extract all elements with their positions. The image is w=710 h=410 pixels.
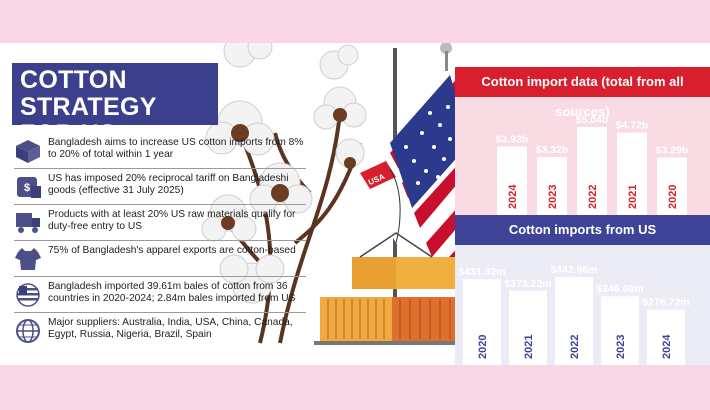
bar [617,132,647,215]
bar [577,127,607,215]
chart-us-imports-svg: $431.92m 2020 $373.22m 2021 $442.96m 2022 $346… [458,264,690,365]
category-label: 2022 [569,335,581,359]
chart-total-imports: Cotton import data (total from all sourc… [455,67,710,217]
cotton-bolls-icon [201,43,367,304]
usa-tag-icon: USA [360,161,401,244]
bar [657,157,687,215]
fact-item: $ US has imposed 20% reciprocal tariff o… [14,169,306,205]
facts-list: Bangladesh aims to increase US cotton im… [14,133,306,348]
fact-item: Bangladesh imported 39.61m bales of cott… [14,277,306,313]
shirt-icon [15,248,41,270]
category-label: 2021 [627,185,639,209]
fact-item: Major suppliers: Australia, India, USA, … [14,313,306,348]
value-label: $3.93b [496,133,529,145]
bar [497,146,527,215]
category-label: 2021 [523,335,535,359]
value-label: $431.92m [458,266,505,278]
fact-text: Products with at least 20% US raw materi… [48,209,296,233]
bar [463,279,501,365]
tariff-tag-icon: $ [17,177,41,198]
fact-text: 75% of Bangladesh's apparel exports are … [48,245,296,256]
fact-text: US has imposed 20% reciprocal tariff on … [48,173,289,197]
bar [647,309,685,365]
chart-total-imports-header [455,67,710,97]
value-label: $346.08m [596,283,643,295]
chart-us-imports: Cotton imports from US $431.92m 2020 $373.… [455,215,710,365]
svg-text:$: $ [24,182,30,194]
pole-finial-icon [440,43,452,54]
box-icon [16,140,40,163]
page-title: COTTON STRATEGY FOR US MARKET [12,63,218,175]
fact-item: 75% of Bangladesh's apparel exports are … [14,241,306,277]
category-label: 2024 [507,184,519,209]
bar [601,296,639,365]
chart-us-imports-header [455,215,710,245]
value-label: $5.04b [576,114,609,126]
fact-item: Products with at least 20% US raw materi… [14,205,306,241]
chart-total-imports-title: Cotton import data (total from all sourc… [481,74,684,119]
value-label: $4.72b [616,120,649,132]
title-line-2: FOR US MARKET [20,120,129,175]
globe-icon [16,319,40,343]
bar [555,277,593,365]
chart-total-imports-svg: $3.93b 2024 $3.32b 2023 $5.04b 2022 $4.72b 2021… [496,114,689,215]
category-label: 2023 [547,185,559,209]
fact-text: Bangladesh aims to increase US cotton im… [48,137,304,161]
category-label: 2024 [661,334,673,359]
value-label: $442.96m [550,264,597,276]
value-label: $3.29b [656,145,689,157]
category-label: 2020 [477,335,489,359]
fact-item: Bangladesh aims to increase US cotton im… [14,133,306,169]
title-line-1: COTTON STRATEGY [20,66,157,121]
us-flag-circle-icon [16,283,40,307]
duty-free-truck-icon [16,213,40,233]
fact-text: Major suppliers: Australia, India, USA, … [48,317,293,341]
illustration: USA [201,43,490,345]
category-label: 2022 [587,185,599,209]
value-label: $373.22m [504,278,551,290]
value-label: $3.32b [536,144,569,156]
category-label: 2020 [667,185,679,209]
bar [509,290,547,365]
infographic-canvas: USA COTTON STRATE [0,43,710,365]
bar [537,157,567,215]
fact-text: Bangladesh imported 39.61m bales of cott… [48,281,296,305]
chart-us-imports-title: Cotton imports from US [508,222,657,237]
category-label: 2023 [615,335,627,359]
value-label: $278.72m [642,297,689,309]
